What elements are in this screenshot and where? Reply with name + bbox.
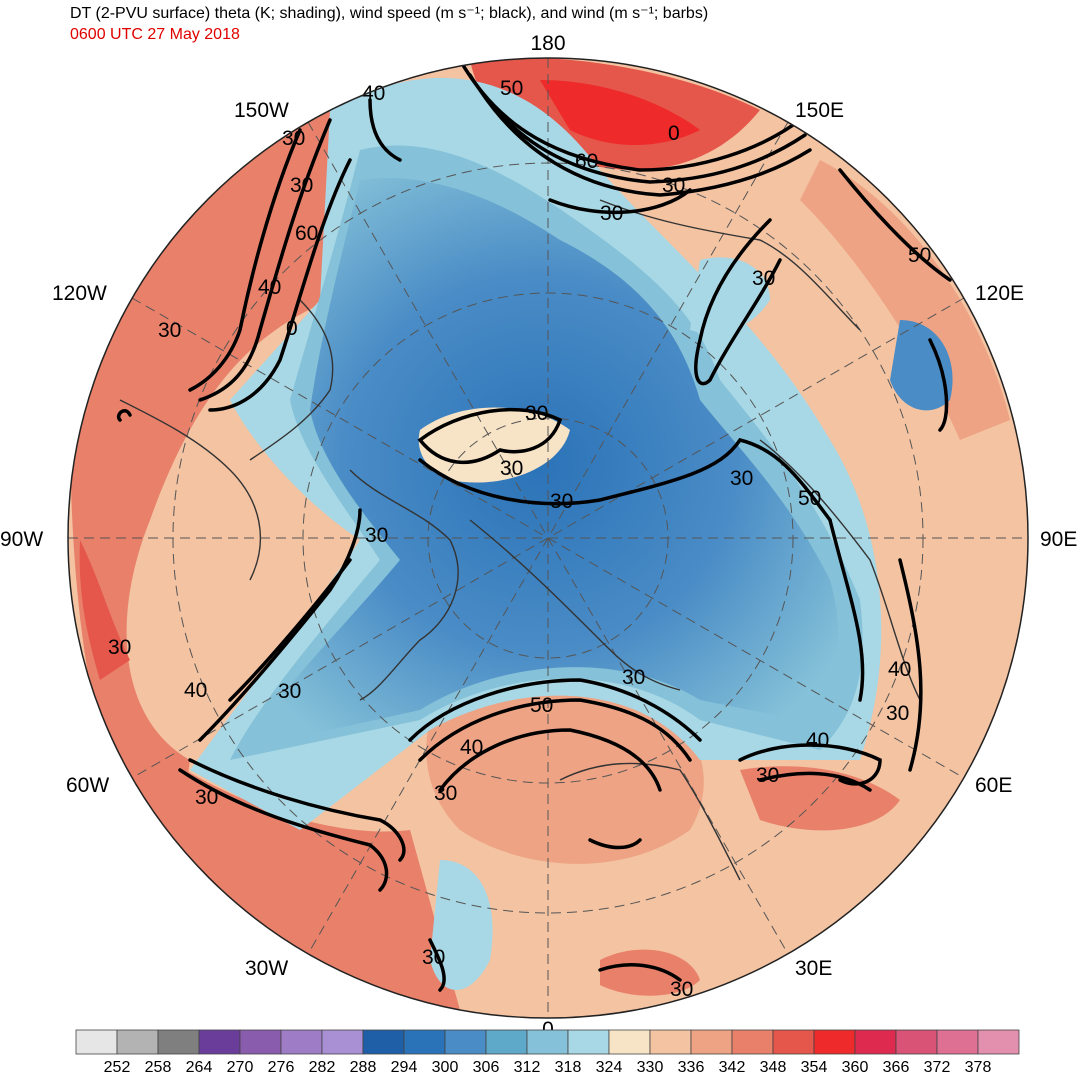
contour-label: 30 (886, 702, 909, 725)
colorbar-swatch (690, 1029, 733, 1055)
colorbar-tick-label: 336 (678, 1059, 705, 1076)
colorbar-swatch (854, 1029, 897, 1055)
colorbar-tick-label: 348 (760, 1059, 787, 1076)
colorbar-tick-label: 318 (555, 1059, 582, 1076)
colorbar-swatch (321, 1029, 364, 1055)
colorbar-swatch (116, 1029, 159, 1055)
lon-label-60w: 60W (66, 774, 109, 797)
colorbar-tick-label: 294 (391, 1059, 418, 1076)
lon-label-150w: 150W (234, 99, 289, 122)
contour-label: 30 (525, 402, 548, 425)
wind-speed-contour-labels: 50 0 60 30 30 40 30 60 40 0 30 30 30 30 … (108, 77, 931, 1001)
map-title: DT (2-PVU surface) theta (K; shading), w… (70, 5, 709, 22)
colorbar-swatch (895, 1029, 938, 1055)
colorbar-swatch (608, 1029, 651, 1055)
lon-label-60e: 60E (975, 774, 1012, 797)
colorbar-tick-label: 306 (473, 1059, 500, 1076)
map-boundary (67, 57, 1029, 1019)
colorbar-swatch (936, 1029, 979, 1055)
contour-label: 30 (278, 680, 301, 703)
colorbar-tick-label: 252 (104, 1059, 131, 1076)
colorbar-swatch (649, 1029, 692, 1055)
colorbar-tick-label: 378 (965, 1059, 992, 1076)
colorbar-tick-label: 300 (432, 1059, 459, 1076)
colorbar-swatch (239, 1029, 282, 1055)
colorbar-tick-label: 360 (842, 1059, 869, 1076)
lon-label-120w: 120W (52, 282, 107, 305)
contour-label: 60 (295, 222, 318, 245)
colorbar-tick-label: 270 (227, 1059, 254, 1076)
colorbar-swatch (772, 1029, 815, 1055)
colorbar-swatch (157, 1029, 200, 1055)
contour-label: 30 (290, 174, 313, 197)
colorbar-tick-label: 312 (514, 1059, 541, 1076)
wind-speed-contours (117, 58, 952, 992)
contour-label: 50 (798, 487, 821, 510)
contour-label: 30 (662, 174, 685, 197)
contour-label: 30 (756, 764, 779, 787)
longitude-labels: 180 150E 120E 90E 60E 30E 0 30W 60W 90W … (0, 32, 1077, 1041)
lon-label-120e: 120E (975, 282, 1024, 305)
colorbar-swatch (526, 1029, 569, 1055)
contour-label: 30 (500, 457, 523, 480)
colorbar-tick-label: 330 (637, 1059, 664, 1076)
lon-label-30e: 30E (795, 957, 832, 980)
contour-label: 30 (422, 946, 445, 969)
contour-label: 30 (365, 524, 388, 547)
colorbar-tick-label: 372 (924, 1059, 951, 1076)
coastlines (119, 199, 921, 881)
contour-label: 50 (500, 77, 523, 100)
contour-label: 30 (670, 978, 693, 1001)
colorbar-swatch (485, 1029, 528, 1055)
colorbar-swatch (198, 1029, 241, 1055)
lon-label-180: 180 (530, 32, 565, 55)
colorbar-swatch (403, 1029, 446, 1055)
contour-label: 50 (908, 244, 931, 267)
contour-label: 40 (460, 736, 483, 759)
colorbar-tick-label: 264 (186, 1059, 213, 1076)
contour-label: 40 (184, 679, 207, 702)
contour-label: 30 (158, 319, 181, 342)
colorbar-swatch (567, 1029, 610, 1055)
colorbar-swatch (731, 1029, 774, 1055)
contour-label: 30 (282, 127, 305, 150)
contour-label: 50 (530, 694, 553, 717)
colorbar-tick-label: 366 (883, 1059, 910, 1076)
contour-label: 0 (668, 122, 680, 145)
lon-label-30w: 30W (245, 957, 288, 980)
colorbar-tick-label: 354 (801, 1059, 828, 1076)
colorbar-swatch (75, 1029, 118, 1055)
colorbar-tick-label: 276 (268, 1059, 295, 1076)
lon-label-90e: 90E (1040, 528, 1077, 551)
contour-label: 30 (195, 786, 218, 809)
contour-label: 40 (806, 729, 829, 752)
colorbar-tick-label: 258 (145, 1059, 172, 1076)
contour-label: 30 (600, 202, 623, 225)
colorbar-tick-label: 288 (350, 1059, 377, 1076)
contour-label: 40 (888, 658, 911, 681)
colorbar: 252 258 264 270 276 282 288 294 300 306 312 318 324 3… (75, 1029, 1020, 1076)
contour-label: 30 (108, 636, 131, 659)
contour-label: 30 (752, 267, 775, 290)
contour-label: 30 (550, 490, 573, 513)
contour-label: 40 (258, 276, 281, 299)
lon-label-150e: 150E (795, 99, 844, 122)
colorbar-tick-label: 282 (309, 1059, 336, 1076)
colorbar-swatch (280, 1029, 323, 1055)
colorbar-swatch (977, 1029, 1020, 1055)
contour-label: 30 (434, 782, 457, 805)
colorbar-tick-label: 342 (719, 1059, 746, 1076)
contour-label: 0 (286, 317, 298, 340)
contour-label: 30 (730, 467, 753, 490)
colorbar-swatch (444, 1029, 487, 1055)
contour-label: 60 (575, 150, 598, 173)
colorbar-swatch (362, 1029, 405, 1055)
lon-label-90w: 90W (0, 528, 43, 551)
lon-label-0: 0 (542, 1018, 554, 1041)
contour-label: 30 (622, 666, 645, 689)
valid-time: 0600 UTC 27 May 2018 (70, 26, 240, 43)
colorbar-tick-label: 324 (596, 1059, 623, 1076)
colorbar-swatch (813, 1029, 856, 1055)
